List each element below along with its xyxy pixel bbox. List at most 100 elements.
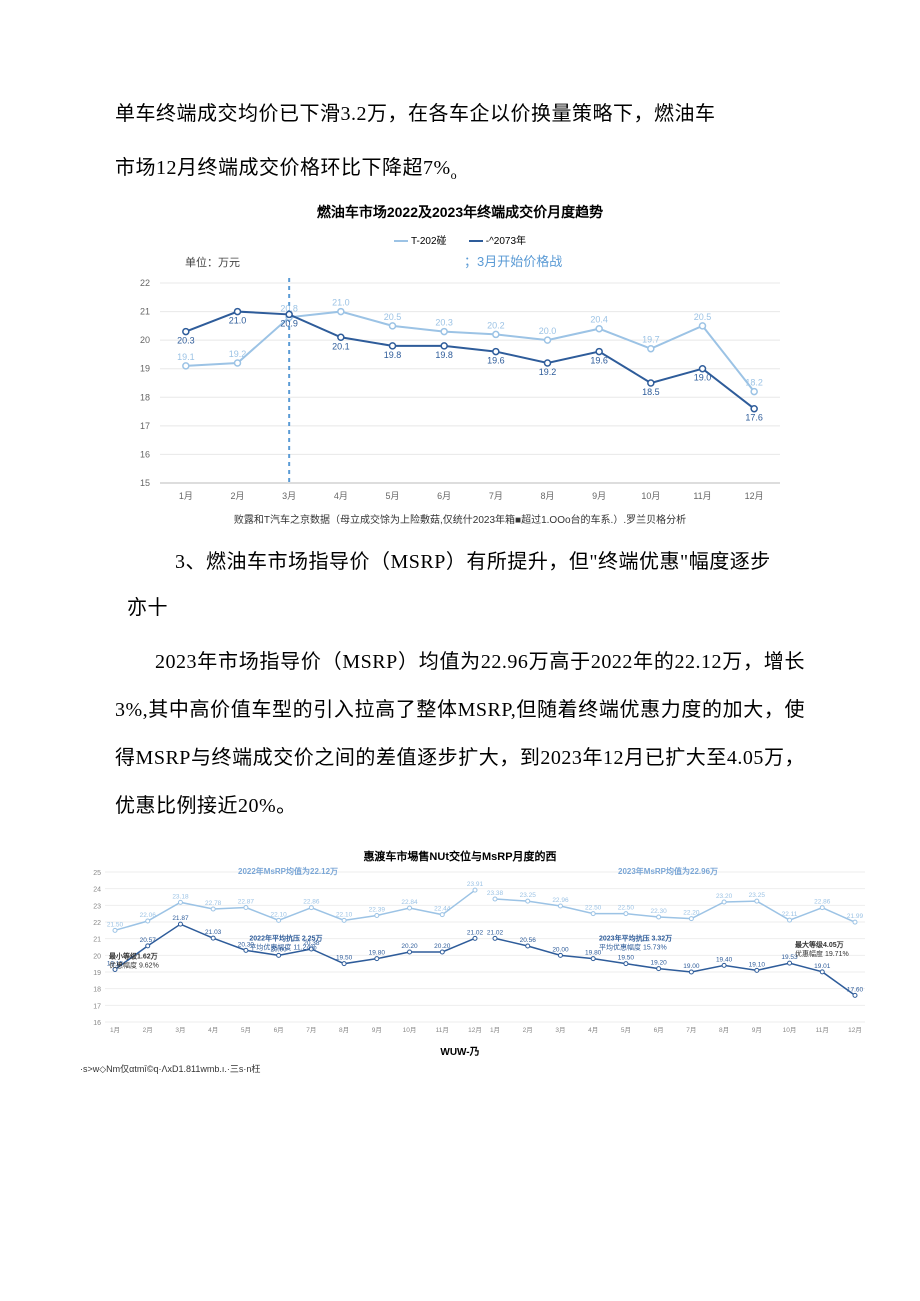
svg-text:平均优惠幅度 15.73%: 平均优惠幅度 15.73% [599, 943, 667, 952]
svg-text:20.4: 20.4 [590, 315, 608, 325]
svg-text:22.96: 22.96 [552, 897, 569, 904]
svg-text:11月: 11月 [693, 491, 711, 501]
svg-text:18.5: 18.5 [642, 387, 660, 397]
svg-text:19.6: 19.6 [487, 356, 505, 366]
svg-text:4月: 4月 [334, 491, 348, 501]
svg-text:10月: 10月 [403, 1026, 417, 1034]
svg-text:19: 19 [140, 364, 150, 374]
svg-text:10月: 10月 [641, 491, 660, 501]
svg-text:22.87: 22.87 [238, 899, 255, 906]
svg-text:22.78: 22.78 [205, 900, 222, 907]
svg-text:12月: 12月 [848, 1026, 862, 1034]
svg-text:19.7: 19.7 [642, 335, 660, 345]
svg-text:19.01: 19.01 [814, 963, 831, 970]
legend-swatch-1 [394, 240, 408, 242]
svg-text:23.25: 23.25 [749, 892, 766, 899]
svg-text:3月: 3月 [555, 1026, 565, 1034]
svg-text:20.0: 20.0 [539, 326, 557, 336]
svg-text:20.3: 20.3 [435, 318, 453, 328]
svg-text:20.5: 20.5 [384, 312, 402, 322]
svg-text:23.91: 23.91 [467, 881, 484, 888]
svg-text:21.02: 21.02 [487, 929, 504, 936]
para-1b-text: 市场12月终端成交价格环比下降超7% [115, 157, 451, 179]
chart1-unit: 单位：万元 [185, 257, 240, 269]
para-1a: 单车终端成交均价已下滑3.2万，在各车企以价换量策略下，燃油车 [115, 90, 805, 138]
chart1-title: 燃油车市场2022及2023年终端成交价月度趋势 [95, 202, 825, 222]
svg-text:6月: 6月 [274, 1026, 284, 1034]
svg-text:7月: 7月 [306, 1026, 316, 1034]
svg-text:1月: 1月 [490, 1026, 500, 1034]
svg-text:最小等级1.62万: 最小等级1.62万 [109, 952, 158, 961]
svg-text:2月: 2月 [523, 1026, 533, 1034]
svg-text:9月: 9月 [752, 1026, 762, 1034]
svg-text:20.5: 20.5 [694, 312, 712, 322]
svg-text:21.50: 21.50 [107, 921, 124, 928]
svg-text:17.6: 17.6 [745, 413, 763, 423]
chart2-bottom-label: WUW-乃 [80, 1043, 840, 1058]
svg-text:20.20: 20.20 [434, 943, 451, 950]
svg-text:18.2: 18.2 [745, 378, 763, 388]
svg-text:22.84: 22.84 [401, 899, 418, 906]
svg-text:19.20: 19.20 [650, 960, 667, 967]
para-3-tail: 亦十 [115, 584, 805, 632]
svg-text:21.02: 21.02 [467, 929, 484, 936]
svg-text:15: 15 [140, 478, 150, 488]
chart2-svg: 1617181920212223242521.5022.0623.1822.78… [80, 866, 880, 1041]
svg-text:12月: 12月 [468, 1026, 482, 1034]
svg-text:16: 16 [140, 449, 150, 459]
svg-text:17: 17 [140, 421, 150, 431]
svg-text:3月: 3月 [175, 1026, 185, 1034]
svg-text:7月: 7月 [686, 1026, 696, 1034]
svg-text:20.00: 20.00 [552, 946, 569, 953]
para-1b: 市场12月终端成交价格环比下降超7%o [115, 144, 805, 192]
chart1-annotation: ；3月开始价格战 [464, 254, 562, 269]
svg-text:19.50: 19.50 [618, 955, 635, 962]
svg-text:2月: 2月 [230, 491, 244, 501]
legend-label-2: -^2073年 [486, 236, 526, 247]
svg-text:20.56: 20.56 [520, 937, 537, 944]
svg-text:21: 21 [93, 937, 101, 944]
svg-text:5月: 5月 [241, 1026, 251, 1034]
legend-label-1: T-202碰 [411, 236, 447, 247]
svg-text:18: 18 [140, 392, 150, 402]
svg-text:20.1: 20.1 [332, 341, 350, 351]
chart1: 燃油车市场2022及2023年终端成交价月度趋势 T-202碰 -^2073年 … [95, 202, 825, 526]
svg-text:20.3: 20.3 [177, 336, 195, 346]
svg-text:21.0: 21.0 [332, 298, 350, 308]
svg-text:22.20: 22.20 [683, 910, 700, 917]
svg-text:4月: 4月 [588, 1026, 598, 1034]
svg-text:8月: 8月 [719, 1026, 729, 1034]
chart2: 惠渡车市埸售NUt交位与MsRP月度的西 1617181920212223242… [80, 848, 840, 1075]
svg-text:11月: 11月 [436, 1026, 449, 1034]
svg-text:1月: 1月 [110, 1026, 120, 1034]
svg-text:7月: 7月 [489, 491, 503, 501]
para-4: 2023年市场指导价（MSRP）均值为22.96万高于2022年的22.12万，… [115, 638, 805, 830]
svg-text:12月: 12月 [745, 491, 764, 501]
svg-text:19.2: 19.2 [539, 367, 557, 377]
para-1b-sub: o [451, 168, 458, 182]
svg-text:19.10: 19.10 [749, 961, 766, 968]
svg-text:19.50: 19.50 [336, 955, 353, 962]
svg-text:20.20: 20.20 [401, 943, 418, 950]
chart1-legend: T-202碰 -^2073年 [95, 232, 825, 247]
svg-text:20.57: 20.57 [140, 937, 157, 944]
svg-text:16: 16 [93, 1020, 101, 1027]
svg-text:平均优惠幅度 11.24%: 平均优惠幅度 11.24% [249, 943, 316, 952]
svg-text:19.40: 19.40 [716, 956, 733, 963]
svg-text:2023年平均抗压 3.32万: 2023年平均抗压 3.32万 [599, 934, 672, 943]
svg-text:21.99: 21.99 [847, 913, 864, 920]
chart1-source: 败露和T汽车之京数据（母立成交馀为上险敷菇,仅统什2023年箱■超过1.OOo台… [95, 511, 825, 526]
svg-text:22.44: 22.44 [434, 906, 451, 913]
svg-text:21.87: 21.87 [172, 915, 189, 922]
svg-text:9月: 9月 [372, 1026, 382, 1034]
svg-text:22.11: 22.11 [782, 911, 798, 918]
svg-text:2月: 2月 [143, 1026, 153, 1034]
svg-text:8月: 8月 [540, 491, 554, 501]
svg-text:2023年MsRP均值为22.96万: 2023年MsRP均值为22.96万 [618, 866, 718, 876]
svg-text:23.38: 23.38 [487, 890, 504, 897]
para-3-head: 3、燃油车市场指导价（MSRP）有所提升，但"终端优惠"幅度逐步 [115, 538, 805, 586]
svg-text:23.20: 23.20 [716, 893, 733, 900]
chart2-title: 惠渡车市埸售NUt交位与MsRP月度的西 [80, 848, 840, 864]
svg-text:8月: 8月 [339, 1026, 349, 1034]
svg-text:22.30: 22.30 [650, 908, 667, 915]
